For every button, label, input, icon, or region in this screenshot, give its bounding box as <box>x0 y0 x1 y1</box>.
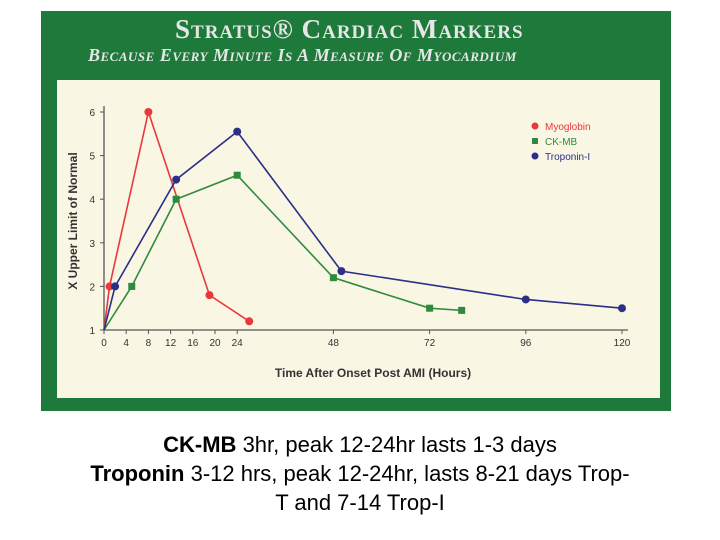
ck-mb-point <box>172 195 180 203</box>
ck-mb-point <box>329 274 337 282</box>
x-tick-label: 96 <box>520 338 532 349</box>
y-tick-label: 3 <box>89 239 95 250</box>
myoglobin-legend-label: Myoglobin <box>545 122 591 133</box>
x-tick-label: 20 <box>209 338 221 349</box>
y-tick-label: 5 <box>89 152 95 163</box>
troponin-i-point <box>521 295 530 304</box>
x-tick-label: 48 <box>328 338 340 349</box>
x-tick-label: 72 <box>424 338 436 349</box>
myoglobin-point <box>105 282 114 291</box>
myoglobin-point <box>144 108 153 116</box>
chart-card: 1 2 3 4 5 6 0 4 8 12 16 20 24 48 72 96 120 Time After Ons… <box>57 80 660 398</box>
troponin-i-point <box>618 304 626 313</box>
ck-mb-legend-label: CK-MB <box>545 137 578 148</box>
y-tick-label: 6 <box>89 108 95 119</box>
y-tick-label: 2 <box>89 282 95 293</box>
x-tick-label: 0 <box>101 338 107 349</box>
x-tick-label: 8 <box>146 338 152 349</box>
y-axis-label: X Upper Limit of Normal <box>66 152 80 289</box>
caption-line-3: T and 7-14 Trop-I <box>275 490 445 515</box>
x-tick-label: 24 <box>232 338 244 349</box>
troponin-i-point <box>233 127 242 136</box>
y-tick-label: 1 <box>89 326 95 337</box>
caption-ckmb-label: CK-MB <box>163 432 237 457</box>
ck-mb-line <box>103 174 462 331</box>
troponin-i-legend-marker <box>531 152 539 160</box>
troponin-i-point <box>172 175 181 184</box>
caption-ckmb-text: 3hr, peak 12-24hr lasts 1-3 days <box>236 432 557 457</box>
caption-troponin-text: 3-12 hrs, peak 12-24hr, lasts 8-21 days … <box>184 461 630 486</box>
myoglobin-point <box>205 291 214 300</box>
ck-mb-point <box>458 306 466 314</box>
myoglobin-legend-marker <box>531 122 539 130</box>
ck-mb-legend-marker <box>532 138 538 144</box>
myoglobin-line <box>103 109 250 331</box>
x-tick-label: 120 <box>614 338 631 349</box>
troponin-i-legend-label: Troponin-I <box>545 152 590 163</box>
troponin-i-point <box>337 267 346 276</box>
x-tick-label: 16 <box>187 338 199 349</box>
x-tick-label: 12 <box>165 338 177 349</box>
myoglobin-point <box>245 317 254 326</box>
banner-subtitle: Because Every Minute Is A Measure Of Myo… <box>88 45 517 65</box>
troponin-i-point <box>111 282 120 291</box>
x-axis-label: Time After Onset Post AMI (Hours) <box>275 366 471 380</box>
ck-mb-point <box>128 282 136 290</box>
x-tick-label: 4 <box>123 338 129 349</box>
banner-title: Stratus® Cardiac Markers <box>175 14 524 44</box>
y-tick-label: 4 <box>89 195 95 206</box>
caption-troponin-label: Troponin <box>90 461 185 486</box>
ck-mb-point <box>233 171 241 179</box>
ck-mb-point <box>426 304 434 312</box>
caption-line-1: CK-MB 3hr, peak 12-24hr lasts 1-3 days <box>0 430 720 459</box>
caption-line-2: Troponin 3-12 hrs, peak 12-24hr, lasts 8… <box>0 459 720 488</box>
